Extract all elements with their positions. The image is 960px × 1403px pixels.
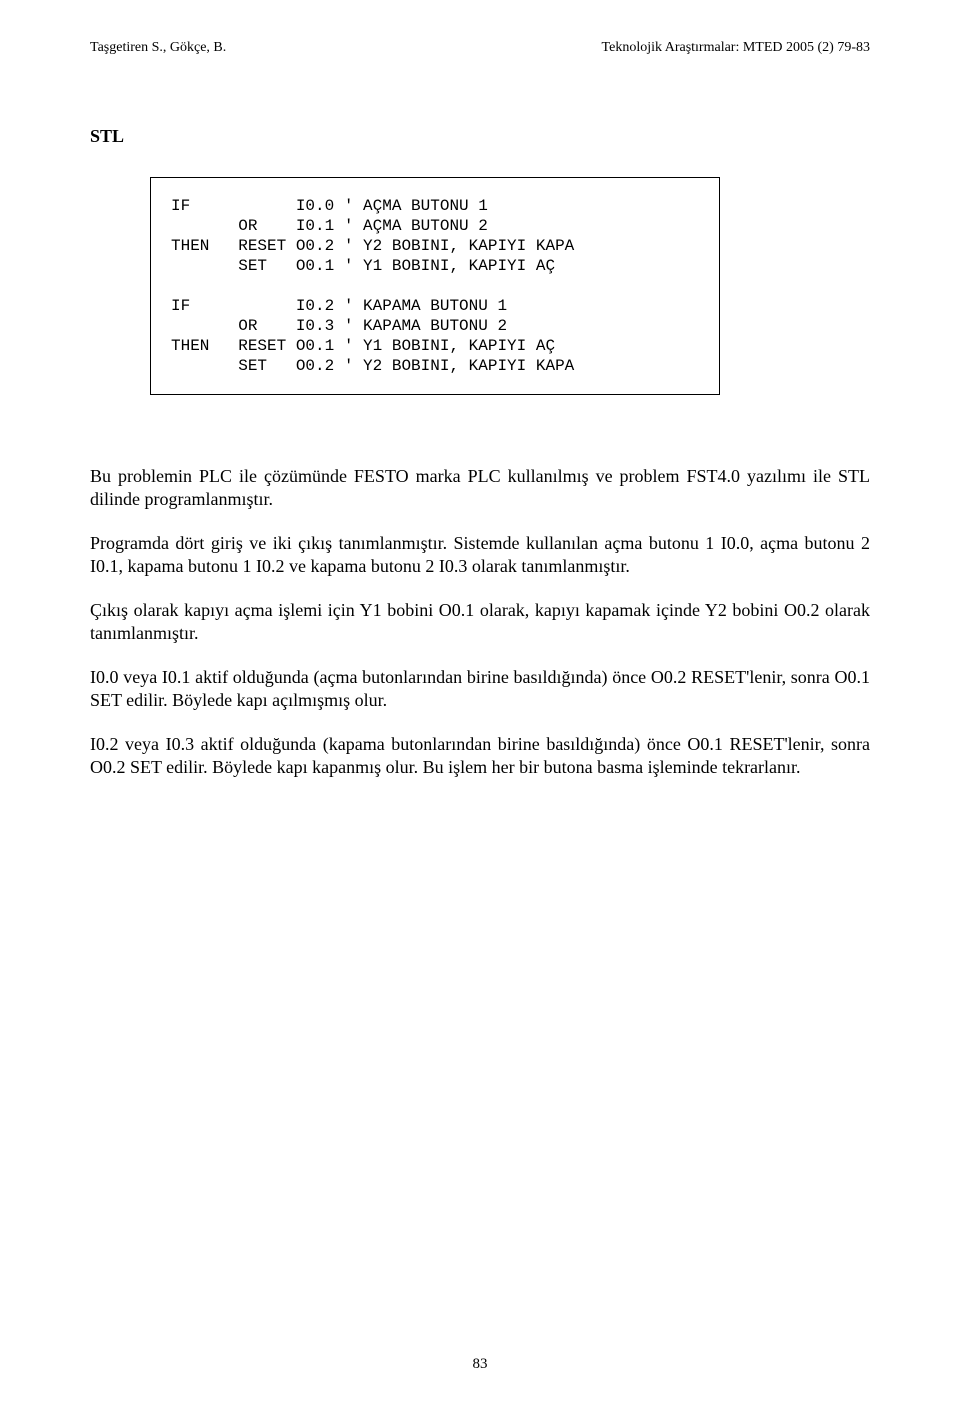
paragraph: I0.2 veya I0.3 aktif olduğunda (kapama b… (90, 733, 870, 778)
page: Taşgetiren S., Gökçe, B. Teknolojik Araş… (0, 0, 960, 1403)
code-line: IF I0.0 ' AÇMA BUTONU 1 (171, 197, 488, 215)
paragraph: I0.0 veya I0.1 aktif olduğunda (açma but… (90, 666, 870, 711)
header-right: Teknolojik Araştırmalar: MTED 2005 (2) 7… (602, 40, 870, 56)
paragraph: Çıkış olarak kapıyı açma işlemi için Y1 … (90, 599, 870, 644)
code-line: IF I0.2 ' KAPAMA BUTONU 1 (171, 297, 507, 315)
page-number: 83 (0, 1356, 960, 1373)
header-left: Taşgetiren S., Gökçe, B. (90, 40, 226, 56)
code-line: THEN RESET O0.2 ' Y2 BOBINI, KAPIYI KAPA (171, 237, 574, 255)
code-line: SET O0.2 ' Y2 BOBINI, KAPIYI KAPA (171, 357, 574, 375)
code-line: OR I0.1 ' AÇMA BUTONU 2 (171, 217, 488, 235)
code-line: OR I0.3 ' KAPAMA BUTONU 2 (171, 317, 507, 335)
stl-code-block: IF I0.0 ' AÇMA BUTONU 1 OR I0.1 ' AÇMA B… (150, 177, 720, 395)
body-text: Bu problemin PLC ile çözümünde FESTO mar… (90, 465, 870, 778)
paragraph: Programda dört giriş ve iki çıkış tanıml… (90, 532, 870, 577)
paragraph: Bu problemin PLC ile çözümünde FESTO mar… (90, 465, 870, 510)
code-line: SET O0.1 ' Y1 BOBINI, KAPIYI AÇ (171, 257, 555, 275)
code-line: THEN RESET O0.1 ' Y1 BOBINI, KAPIYI AÇ (171, 337, 555, 355)
section-heading: STL (90, 126, 870, 147)
page-header: Taşgetiren S., Gökçe, B. Teknolojik Araş… (90, 40, 870, 56)
